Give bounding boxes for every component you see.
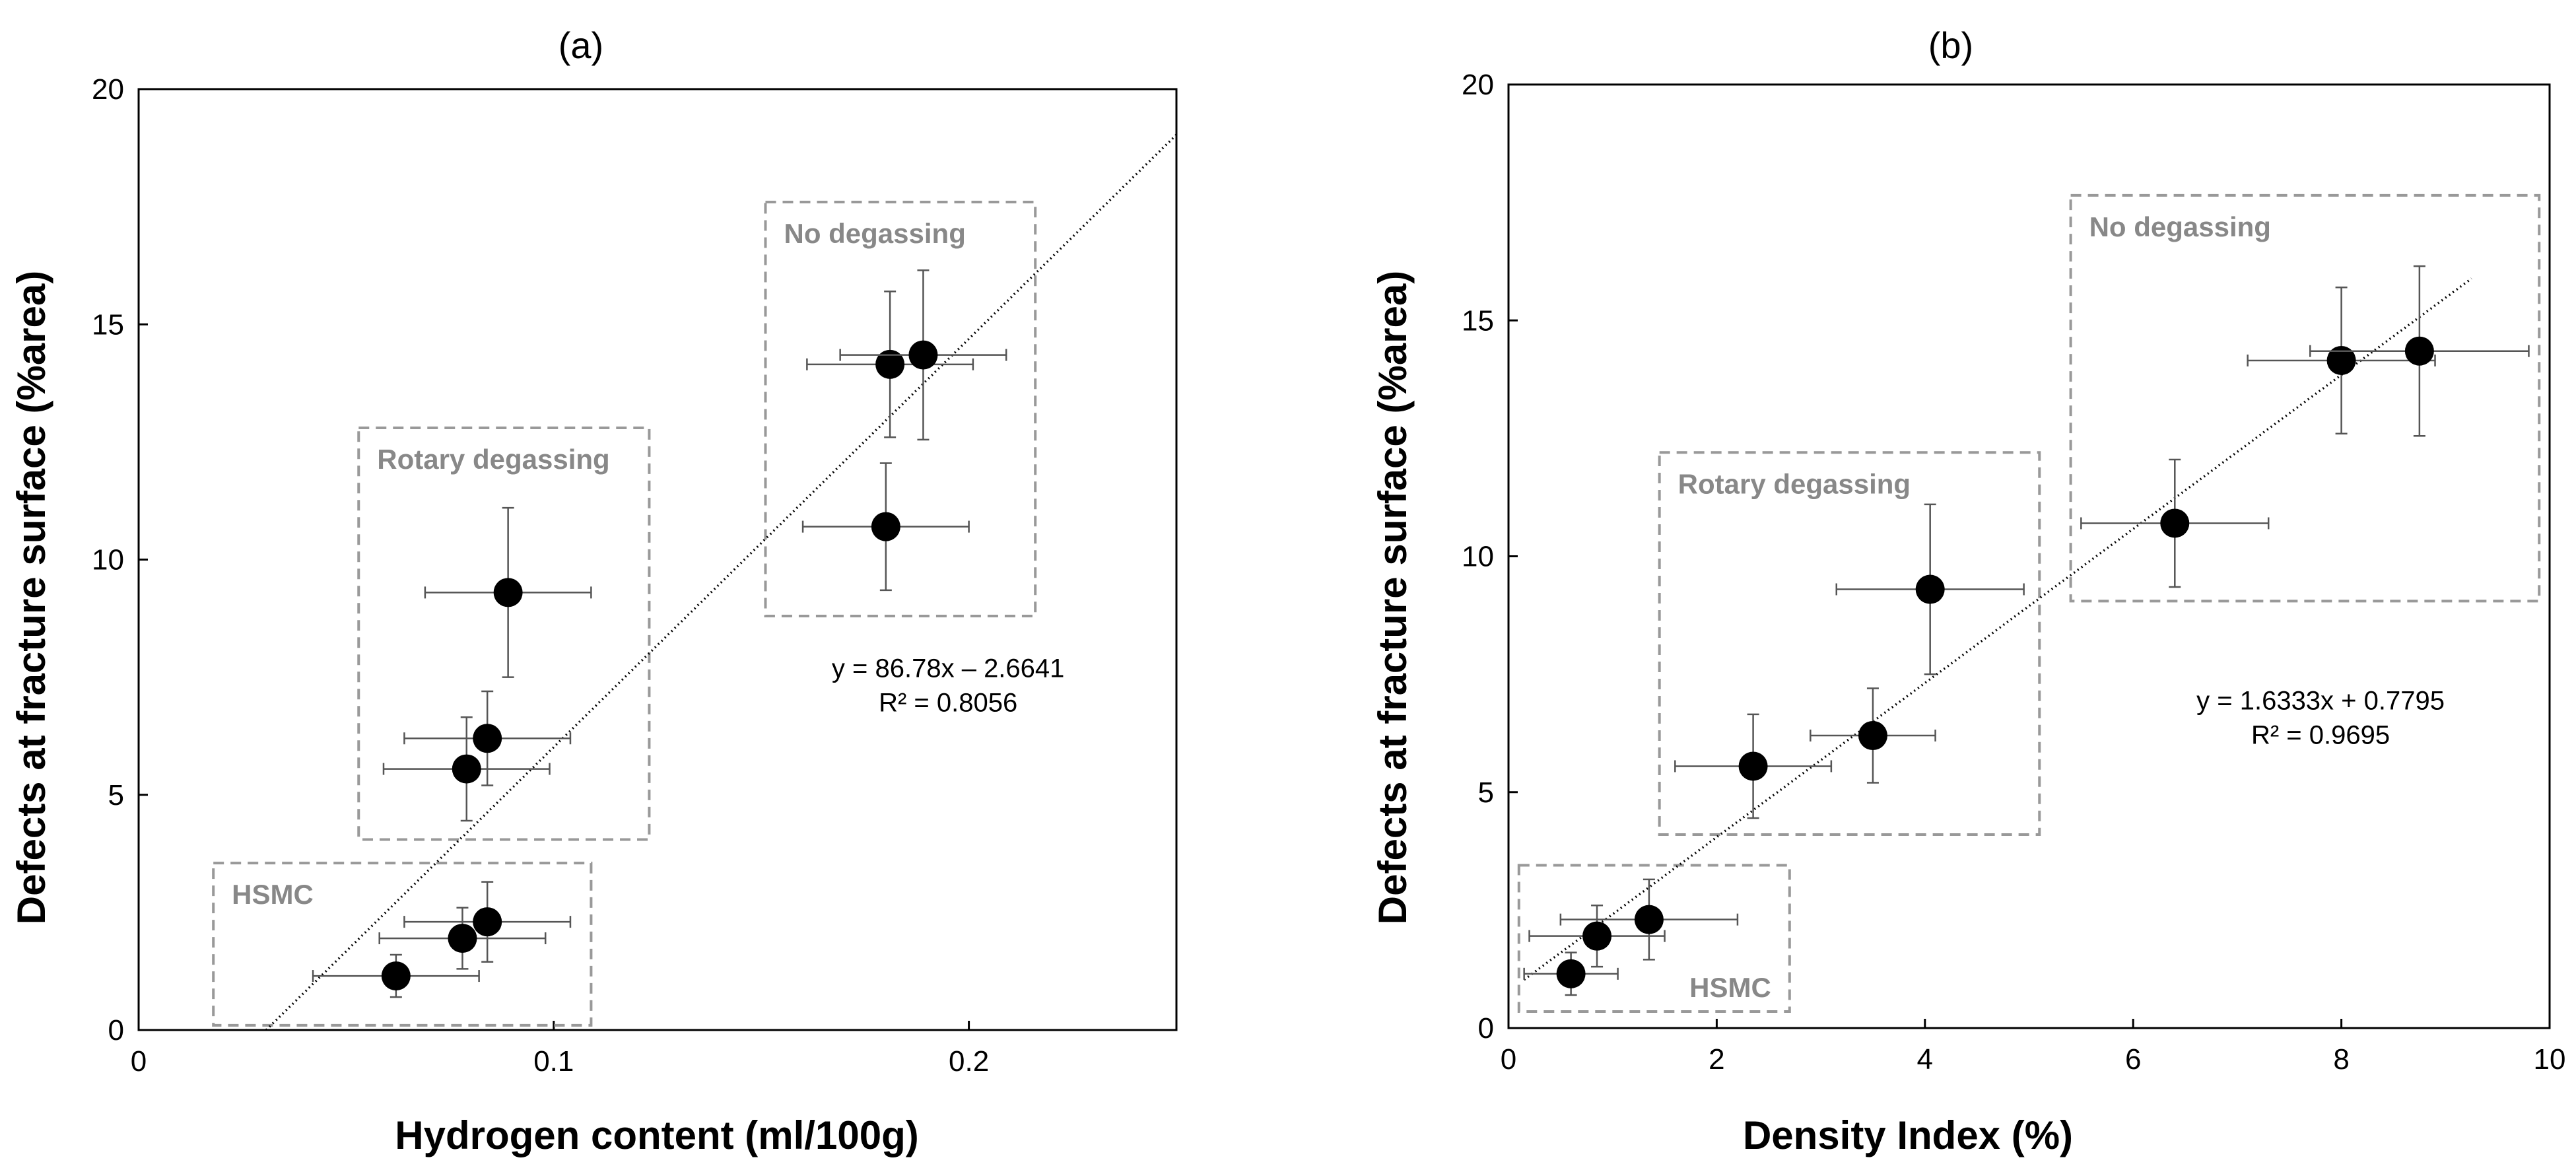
panel-b-y-tick-label: 15 bbox=[1462, 304, 1494, 337]
panel-a-data-point bbox=[381, 961, 411, 991]
panel-b-y-tick-label: 20 bbox=[1462, 69, 1494, 101]
panel-a: (a) Hydrogen content (ml/100g) Defects a… bbox=[9, 24, 1178, 1157]
panel-b-y-tick-label: 10 bbox=[1462, 541, 1494, 573]
panel-b-x-tick-label: 0 bbox=[1501, 1043, 1516, 1076]
panel-b-x-tick-label: 8 bbox=[2333, 1043, 2349, 1076]
panel-b-x-tick-label: 4 bbox=[1917, 1043, 1933, 1076]
panel-a-y-axis-label: Defects at fracture surface (%area) bbox=[9, 271, 53, 924]
panel-a-title: (a) bbox=[559, 24, 603, 66]
panel-a-data-point bbox=[452, 754, 481, 784]
panel-b-y-axis-label: Defects at fracture surface (%area) bbox=[1371, 271, 1415, 924]
panel-a-y-tick-label: 5 bbox=[108, 779, 124, 811]
panel-a-data-point bbox=[448, 924, 477, 953]
panel-b-data-point bbox=[1634, 905, 1664, 934]
panel-b-y-tick-label: 5 bbox=[1478, 776, 1494, 809]
panel-a-trendline bbox=[265, 133, 1178, 1031]
panel-a-group-label-no-degassing: No degassing bbox=[784, 218, 965, 249]
panel-a-x-axis-label: Hydrogen content (ml/100g) bbox=[395, 1113, 918, 1157]
panel-a-y-tick-label: 10 bbox=[92, 544, 124, 576]
panel-a-x-tick-label: 0.1 bbox=[533, 1045, 574, 1078]
panel-a-data-point bbox=[473, 724, 502, 753]
panel-b-group-box-hsmc bbox=[1517, 864, 1791, 1013]
panel-b-x-tick-label: 6 bbox=[2125, 1043, 2141, 1076]
panel-a-group-label-hsmc: HSMC bbox=[232, 879, 314, 910]
panel-b-x-tick-label: 2 bbox=[1709, 1043, 1724, 1076]
panel-b-data-point bbox=[1738, 751, 1768, 781]
panel-a-x-tick-label: 0 bbox=[131, 1045, 147, 1078]
panel-b-data-point bbox=[1858, 721, 1887, 751]
panel-a-group-box-rotary-degassing bbox=[357, 427, 651, 841]
panel-a-data-point bbox=[875, 349, 905, 379]
panel-b-data-point bbox=[2404, 336, 2434, 366]
panel-b-data-point bbox=[2326, 345, 2356, 375]
panel-b-group-label-no-degassing: No degassing bbox=[2089, 211, 2271, 242]
panel-b-trendline bbox=[1523, 277, 2472, 981]
panel-a-r-squared: R² = 0.8056 bbox=[879, 689, 1017, 718]
panel-a-data-point bbox=[908, 340, 938, 370]
panel-a-data-point bbox=[871, 512, 900, 541]
panel-b-group-label-rotary-degassing: Rotary degassing bbox=[1678, 468, 1911, 499]
panel-b-x-tick-label: 10 bbox=[2534, 1043, 2566, 1076]
panel-b-group-label-hsmc: HSMC bbox=[1689, 972, 1771, 1003]
panel-a-y-tick-label: 20 bbox=[92, 73, 124, 106]
panel-b-y-tick-label: 0 bbox=[1478, 1012, 1494, 1045]
panel-a-group-label-rotary-degassing: Rotary degassing bbox=[377, 444, 609, 475]
panel-b-data-point bbox=[1556, 959, 1586, 988]
panel-b-data-point bbox=[2160, 508, 2190, 538]
panel-a-data-point bbox=[473, 907, 502, 937]
panel-b-data-point bbox=[1915, 574, 1945, 604]
panel-a-trendline-equation: y = 86.78x – 2.6641 bbox=[832, 654, 1065, 683]
panel-b-r-squared: R² = 0.9695 bbox=[2251, 721, 2390, 750]
panel-a-group-box-hsmc bbox=[212, 862, 593, 1027]
panel-a-y-tick-label: 0 bbox=[108, 1014, 124, 1047]
panel-a-group-box-no-degassing bbox=[764, 201, 1037, 617]
panel-b-x-axis-label: Density Index (%) bbox=[1743, 1113, 2073, 1157]
panel-b-plot-frame bbox=[1507, 83, 2551, 1029]
panel-b-group-box-no-degassing bbox=[2069, 193, 2541, 603]
panel-b: (b) Density Index (%) Defects at fractur… bbox=[1371, 24, 2565, 1157]
panel-b-group-box-rotary-degassing bbox=[1658, 451, 2041, 837]
panel-a-data-point bbox=[493, 578, 523, 607]
panel-b-trendline-equation: y = 1.6333x + 0.7795 bbox=[2196, 687, 2445, 716]
panel-a-y-tick-label: 15 bbox=[92, 308, 124, 341]
panel-a-x-tick-label: 0.2 bbox=[949, 1045, 989, 1078]
panel-b-title: (b) bbox=[1928, 24, 1973, 66]
panel-b-data-point bbox=[1582, 921, 1612, 951]
